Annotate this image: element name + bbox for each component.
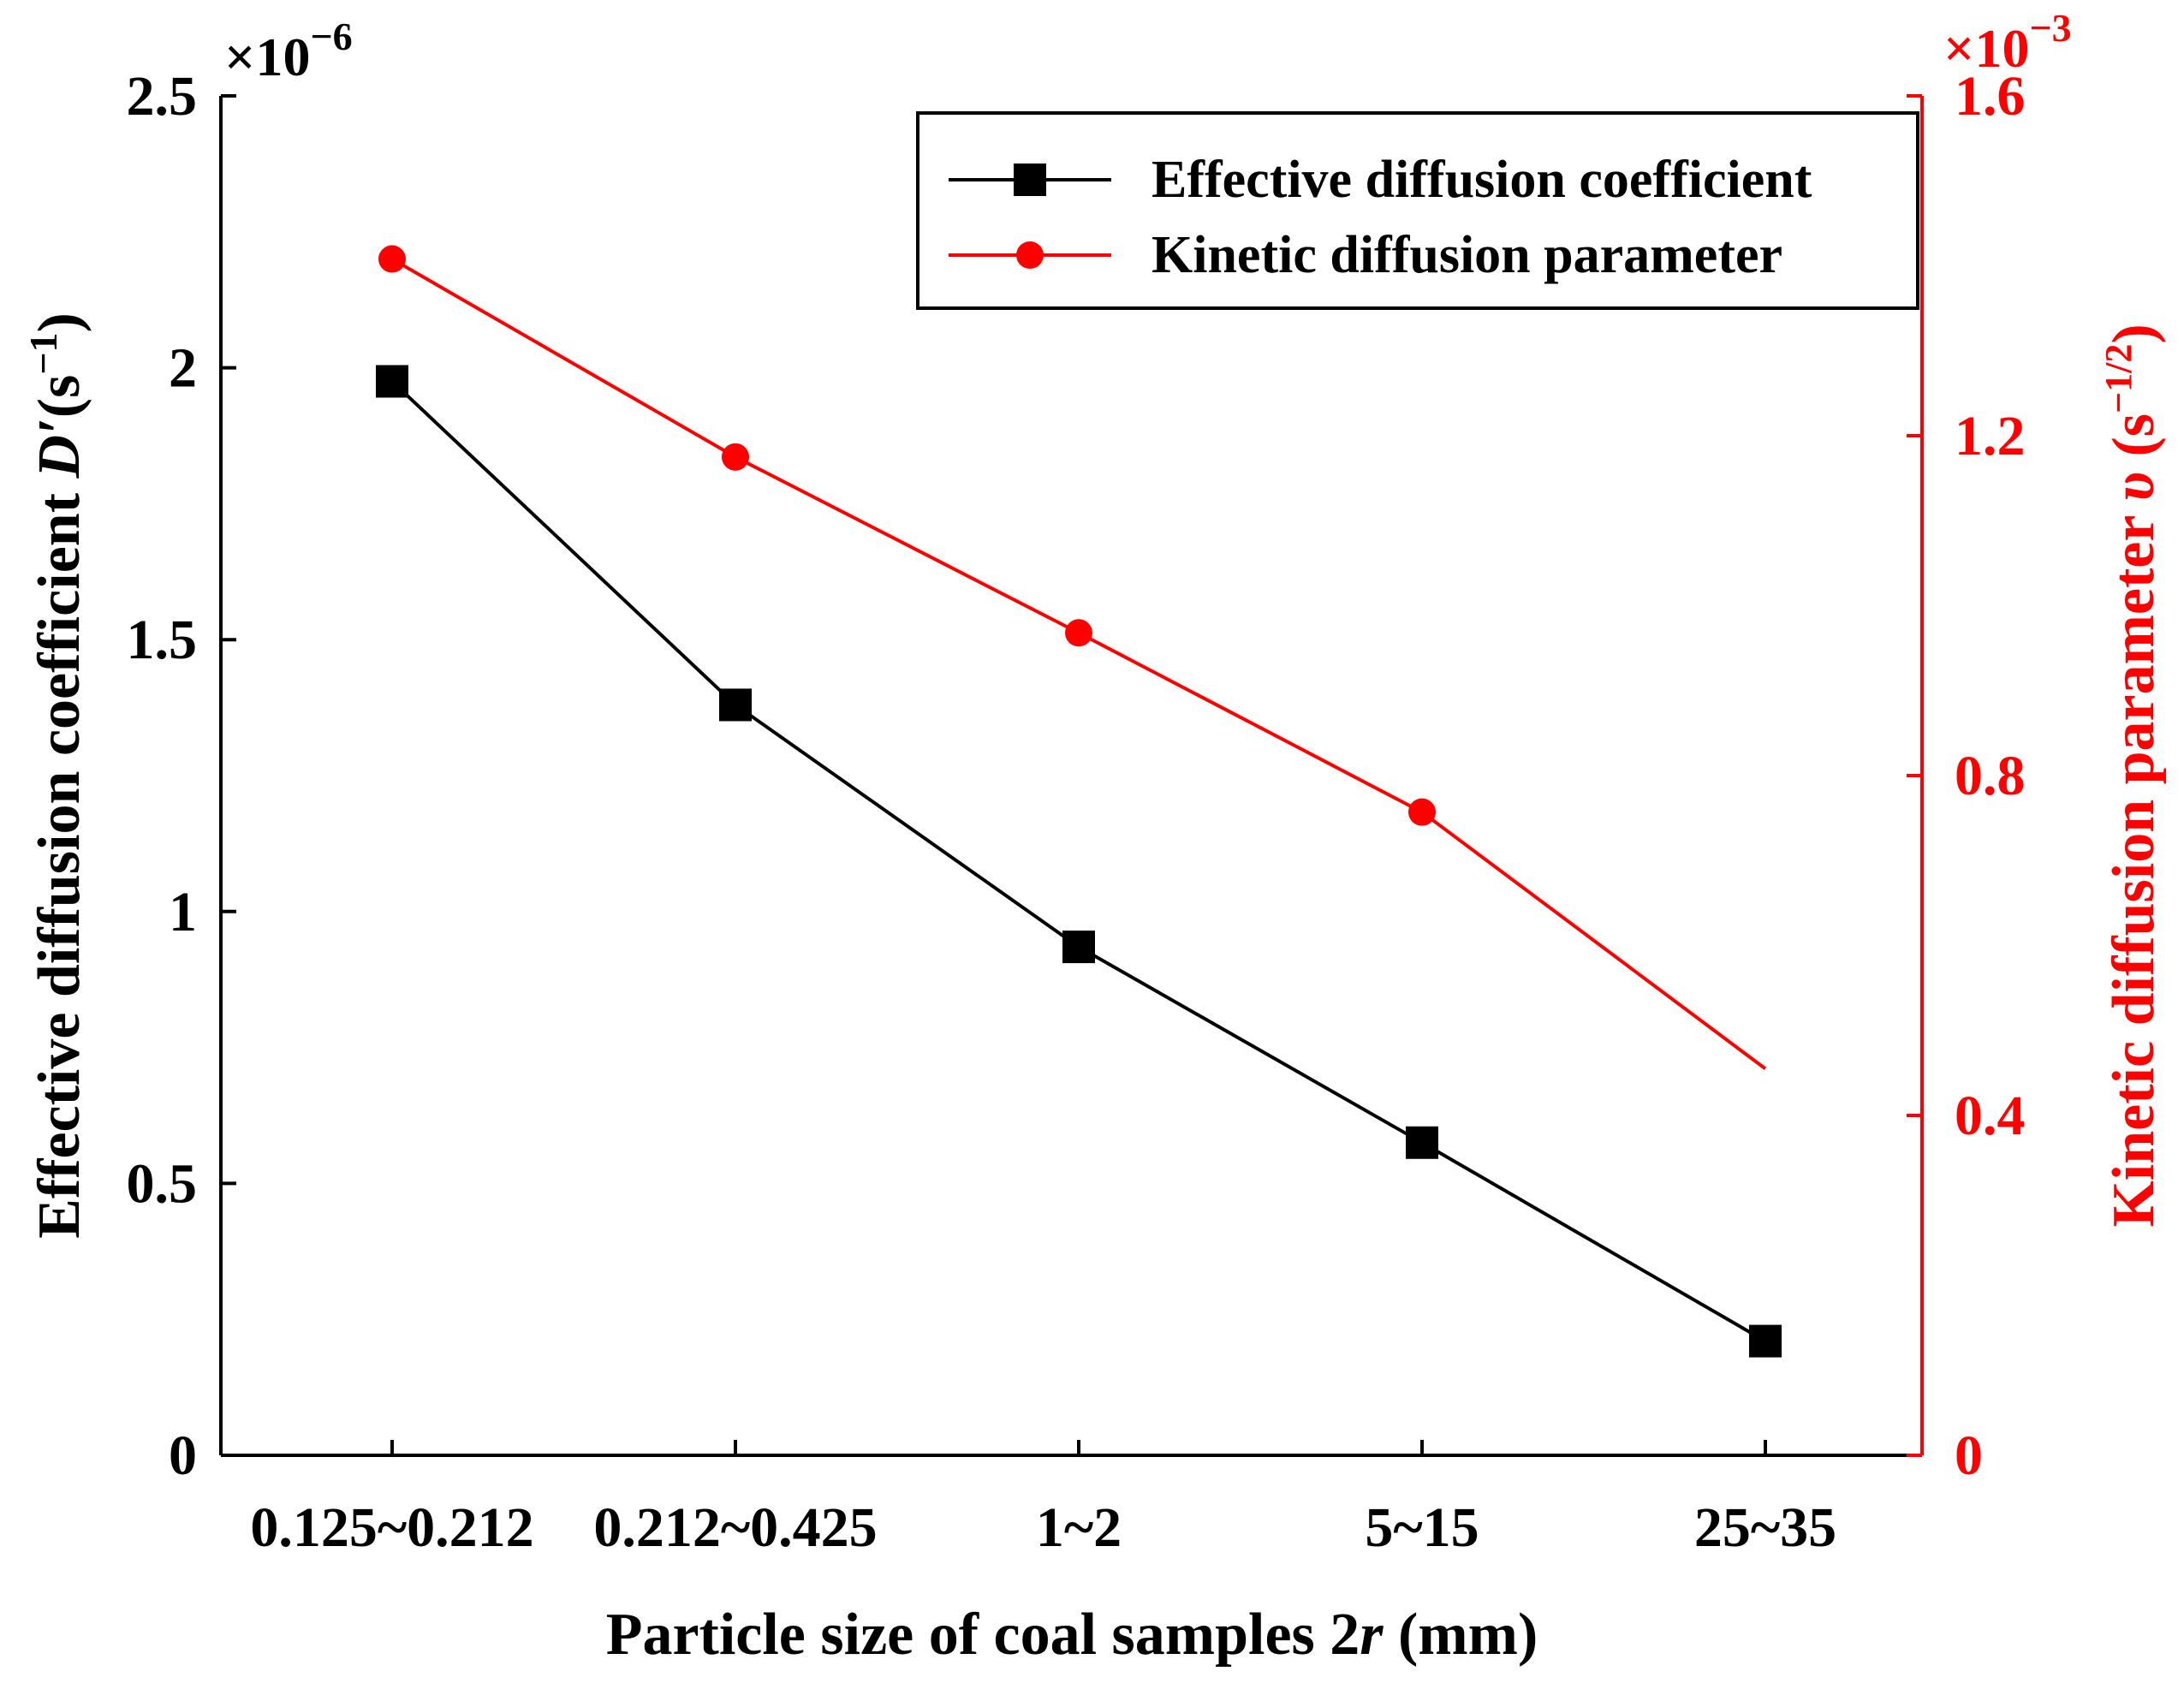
right-multiplier-exp: −3	[2029, 6, 2071, 50]
right-axis-title-exp: −1/2	[2098, 344, 2139, 413]
x-tick-label: 25~35	[1694, 1496, 1836, 1559]
x-axis-title-suffix: (mm)	[1384, 1602, 1538, 1668]
data-point-square	[1406, 1126, 1438, 1159]
right-axis-multiplier: ×10−3	[1943, 6, 2072, 79]
left-tick-label: 2.5	[127, 65, 198, 128]
legend-label-effective: Effective diffusion coefficient	[1152, 151, 1812, 209]
data-point-circle	[722, 443, 749, 471]
right-tick-label: 1.2	[1955, 405, 2026, 467]
data-point-circle	[378, 245, 406, 273]
right-axis-title-var: υ	[2101, 472, 2167, 501]
left-tick-label: 0.5	[127, 1152, 198, 1215]
x-tick-label: 0.212~0.425	[593, 1496, 877, 1559]
data-point-circle	[1408, 798, 1436, 826]
left-axis-multiplier: ×10−6	[224, 15, 353, 87]
x-axis-title-var: r	[1360, 1602, 1384, 1668]
left-axis-title-unit: (s	[27, 375, 92, 419]
left-axis-title-prefix: Effective diffusion coefficient	[27, 478, 92, 1238]
data-point-square	[1062, 931, 1095, 964]
left-axis-title-var: D′	[27, 418, 92, 479]
right-axis-title: Kinetic diffusion parameter υ (s−1/2)	[2098, 324, 2167, 1227]
left-multiplier-base: ×10	[224, 27, 310, 87]
data-point-circle	[1065, 619, 1092, 647]
data-point-square	[719, 688, 752, 722]
x-axis-title: Particle size of coal samples 2r (mm)	[606, 1602, 1538, 1668]
left-axis-title-exp: −1	[21, 332, 65, 374]
legend-label-kinetic: Kinetic diffusion parameter	[1152, 226, 1782, 284]
legend-box	[916, 111, 1919, 310]
right-tick-label: 0	[1955, 1424, 1983, 1487]
left-axis-title-close: )	[27, 312, 92, 332]
left-tick-label: 2	[169, 337, 197, 400]
left-multiplier-exp: −6	[310, 15, 352, 58]
left-tick-label: 1.5	[127, 609, 198, 671]
right-tick-label: 0.4	[1955, 1085, 2026, 1147]
right-multiplier-base: ×10	[1943, 18, 2029, 79]
series-layer	[376, 245, 1782, 1358]
left-tick-label: 1	[169, 881, 197, 943]
legend: Effective diffusion coefficient Kinetic …	[916, 111, 1919, 310]
data-point-square	[376, 365, 408, 398]
right-axis-title-unit: (s	[2101, 413, 2167, 472]
right-axis-title-prefix: Kinetic diffusion parameter	[2101, 501, 2167, 1227]
data-point-square	[1749, 1324, 1782, 1358]
right-axis-ticks: 0 0.4 0.8 1.2 1.6	[1907, 65, 2026, 1487]
x-axis-ticks: 0.125~0.212 0.212~0.425 1~2 5~15 25~35	[250, 1440, 1836, 1559]
x-tick-label: 0.125~0.212	[250, 1496, 533, 1559]
legend-marker-square	[1014, 164, 1046, 196]
series-line-0	[390, 380, 1767, 1343]
x-tick-label: 5~15	[1365, 1496, 1479, 1559]
right-axis-title-close: )	[2101, 324, 2167, 343]
x-axis-title-prefix: Particle size of coal samples 2	[606, 1602, 1360, 1668]
right-tick-label: 1.6	[1955, 65, 2026, 128]
right-tick-label: 0.8	[1955, 745, 2026, 807]
left-axis-ticks: 0 0.5 1 1.5 2 2.5	[127, 65, 236, 1487]
legend-marker-circle	[1016, 241, 1044, 269]
left-axis-title: Effective diffusion coefficient D′(s−1)	[21, 312, 92, 1239]
left-tick-label: 0	[169, 1424, 197, 1487]
x-tick-label: 1~2	[1036, 1496, 1122, 1559]
